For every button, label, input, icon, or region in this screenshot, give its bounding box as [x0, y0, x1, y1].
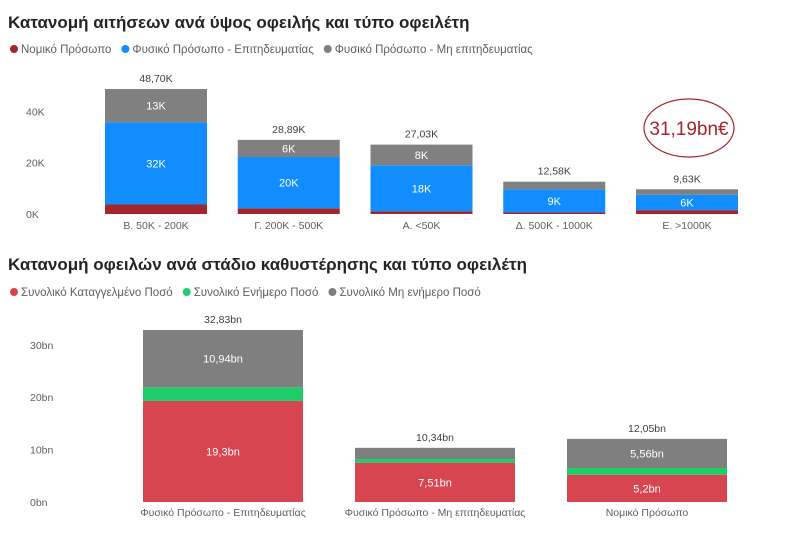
chart2-plot: 0bn 10bn 20bn 30bn 19,3bn 10,94bn 32,83bn Φυσικ…	[30, 314, 727, 519]
bar-total-label: 12,58K	[538, 166, 571, 178]
legend-label-2: Φυσικό Πρόσωπο - Επιτηδευματίας	[132, 44, 314, 56]
chart2-legend: Συνολικό Καταγγελμένο Ποσό Συνολικό Ενήμε…	[10, 287, 481, 299]
legend-label-1: Συνολικό Καταγγελμένο Ποσό	[21, 287, 173, 299]
legend-label-3: Συνολικό Μη ενήμερο Ποσό	[339, 287, 480, 299]
bar-segment	[355, 462, 515, 502]
bar-total-label: 32,83bn	[204, 314, 242, 326]
category-label: Α. <50K	[403, 220, 441, 232]
y-tick-label: 20K	[26, 158, 45, 170]
bar-segment	[105, 204, 207, 214]
bar-segment	[636, 189, 738, 195]
chart1-legend: Νομικό Πρόσωπο Φυσικό Πρόσωπο - Επιτηδευμ…	[10, 44, 533, 56]
segment-label: 19,3bn	[206, 446, 240, 458]
bar-total-label: 48,70K	[139, 73, 172, 85]
legend-marker-2	[121, 45, 130, 53]
y-tick-label: 30bn	[30, 340, 54, 352]
legend-label-2: Συνολικό Ενήμερο Ποσό	[194, 287, 319, 299]
segment-label: 5,56bn	[630, 448, 664, 460]
category-label: Ε. >1000K	[662, 220, 711, 232]
bar-total-label: 27,03K	[405, 129, 438, 141]
chart1-plot: 0K 20K 40K 32K 13K 48,70K Β. 50K - 200K 20K 6K 28…	[26, 73, 738, 232]
bar-segment	[503, 181, 606, 190]
y-tick-label: 10bn	[30, 445, 54, 457]
segment-label: 9K	[548, 196, 562, 208]
segment-label: 5,2bn	[633, 483, 661, 495]
bar-segment	[355, 447, 515, 459]
bar-segment	[567, 438, 727, 468]
y-tick-label: 40K	[26, 106, 45, 118]
bar-segment	[503, 212, 606, 214]
bar-segment	[237, 157, 340, 209]
category-label: Γ. 200K - 500K	[254, 220, 323, 232]
category-label: Δ. 500K - 1000K	[516, 220, 593, 232]
bar-total-label: 28,89K	[272, 124, 305, 136]
segment-label: 13K	[146, 101, 166, 113]
segment-label: 20K	[279, 178, 299, 190]
segment-label: 32K	[146, 158, 166, 170]
y-tick-label: 20bn	[30, 392, 54, 404]
segment-label: 7,51bn	[418, 477, 452, 489]
category-label: Νομικό Πρόσωπο	[606, 507, 689, 519]
y-tick-label: 0K	[26, 209, 39, 221]
segment-label: 6K	[680, 197, 694, 209]
segment-label: 8K	[415, 150, 429, 162]
legend-marker-2	[182, 288, 191, 296]
kpi-card: 31,19bn€	[643, 98, 735, 158]
bar-segment	[636, 210, 738, 214]
bar-segment	[567, 467, 727, 475]
y-tick-label: 0bn	[30, 497, 48, 509]
legend-marker-3	[328, 288, 337, 296]
bar-segment	[370, 211, 473, 214]
legend-marker-3	[323, 45, 332, 53]
legend-label-1: Νομικό Πρόσωπο	[21, 44, 111, 56]
kpi-ellipse	[643, 98, 735, 158]
bar-segment	[503, 189, 606, 213]
bar-total-label: 10,34bn	[416, 432, 454, 444]
kpi-value: 31,19bn€	[649, 119, 729, 140]
bar-segment	[355, 458, 515, 463]
legend-label-3: Φυσικό Πρόσωπο - Μη επιτηδευματίας	[335, 44, 533, 56]
category-label: Φυσικό Πρόσωπο - Μη επιτηδευματίας	[345, 507, 526, 519]
category-label: Β. 50K - 200K	[123, 220, 188, 232]
bar-segment	[237, 139, 340, 158]
bar-segment	[143, 330, 303, 388]
bar-segment	[370, 144, 473, 166]
bar-segment	[636, 194, 738, 211]
bar-segment	[143, 387, 303, 401]
bar-segment	[105, 122, 207, 205]
bar-segment	[143, 400, 303, 502]
segment-label: 18K	[412, 183, 432, 195]
bar-segment	[105, 89, 207, 123]
bar-total-label: 9,63K	[673, 173, 700, 185]
chart2-title: Κατανομή οφειλών ανά στάδιο καθυστέρησης…	[8, 255, 527, 274]
bar-segment	[567, 474, 727, 502]
bar-segment	[237, 208, 340, 214]
bar-segment	[370, 165, 473, 212]
bar-total-label: 12,05bn	[628, 423, 666, 435]
category-label: Φυσικό Πρόσωπο - Επιτηδευματίας	[140, 507, 306, 519]
segment-label: 6K	[282, 143, 296, 155]
legend-marker-1	[10, 45, 18, 53]
segment-label: 10,94bn	[203, 354, 243, 366]
chart1-title: Κατανομή αιτήσεων ανά ύψος οφειλής και τ…	[8, 13, 469, 32]
legend-marker-1	[10, 288, 18, 296]
